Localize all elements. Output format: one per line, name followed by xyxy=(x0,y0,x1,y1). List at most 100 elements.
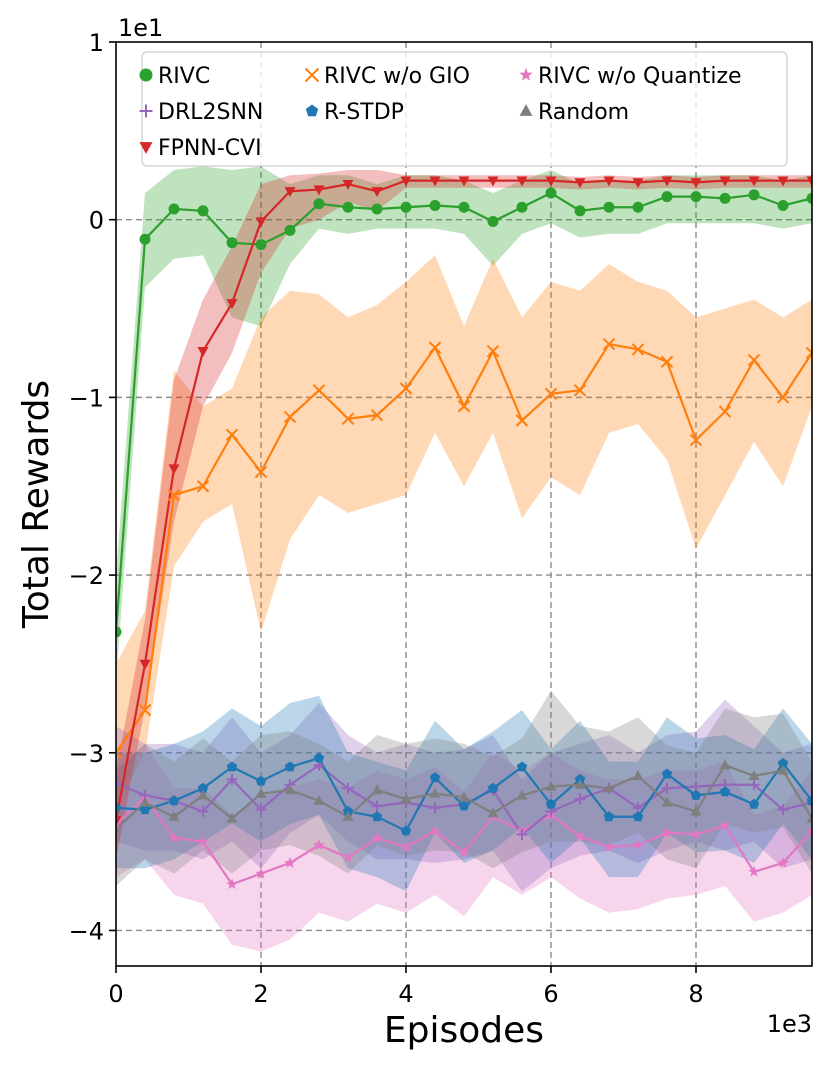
point-r-stdp xyxy=(284,761,296,772)
point-rivc-w-o-gio xyxy=(718,405,732,418)
point-rivc-w-o-gio xyxy=(225,428,239,441)
legend-box xyxy=(141,51,788,167)
point-fpnn-cvi xyxy=(603,176,615,187)
point-fpnn-cvi xyxy=(313,185,325,196)
point-random xyxy=(458,791,470,802)
point-rivc-w-o-quantize xyxy=(400,840,412,852)
point-r-stdp xyxy=(116,802,122,813)
point-rivc xyxy=(429,199,441,211)
point-random xyxy=(516,789,528,800)
legend-marker-random xyxy=(519,104,533,116)
point-random xyxy=(226,812,238,823)
point-rivc-w-o-gio xyxy=(747,353,761,367)
point-random xyxy=(284,784,296,795)
point-rivc xyxy=(116,626,122,638)
point-fpnn-cvi xyxy=(777,176,789,187)
point-rivc-w-o-quantize xyxy=(226,878,238,890)
point-rivc-w-o-gio xyxy=(283,410,297,424)
legend-entry-rivc: RIVC xyxy=(139,64,210,89)
point-rivc xyxy=(806,192,812,204)
point-rivc-w-o-quantize xyxy=(632,839,644,851)
point-r-stdp xyxy=(574,773,586,784)
legend-label-rivc: RIVC xyxy=(158,64,210,89)
point-rivc xyxy=(458,201,470,213)
point-r-stdp xyxy=(313,752,325,763)
point-rivc xyxy=(516,201,528,213)
point-rivc xyxy=(284,224,296,236)
point-rivc-w-o-gio xyxy=(138,703,152,717)
legend-label-drl2snn: DRL2SNN xyxy=(158,100,263,125)
point-fpnn-cvi xyxy=(458,176,470,187)
x-multiplier-label: 1e3 xyxy=(767,1010,812,1038)
point-random xyxy=(545,780,557,791)
point-fpnn-cvi xyxy=(226,299,238,309)
axis-ticks: 0 2 4 6 810−1−2−3−4 xyxy=(69,29,704,1008)
series-markers xyxy=(116,176,812,890)
point-r-stdp xyxy=(255,775,267,786)
legend-label-random: Random xyxy=(538,100,629,125)
point-random xyxy=(574,778,586,789)
point-r-stdp xyxy=(197,782,209,793)
point-r-stdp xyxy=(516,761,528,772)
point-rivc-w-o-quantize xyxy=(342,851,354,863)
point-rivc xyxy=(777,199,789,211)
point-rivc-w-o-gio xyxy=(399,382,413,395)
point-r-stdp xyxy=(226,761,238,772)
point-rivc-w-o-quantize xyxy=(197,835,209,847)
point-fpnn-cvi xyxy=(284,187,296,198)
plot-frame xyxy=(115,41,813,967)
point-fpnn-cvi xyxy=(516,176,528,187)
x-axis-label: Episodes xyxy=(384,1010,544,1051)
point-r-stdp xyxy=(806,795,812,806)
point-rivc-w-o-quantize xyxy=(429,824,441,836)
point-rivc xyxy=(400,201,412,213)
point-rivc xyxy=(632,201,644,213)
legend-marker-fpnn-cvi xyxy=(139,142,153,154)
point-fpnn-cvi xyxy=(545,176,557,187)
point-rivc-w-o-quantize xyxy=(748,865,760,877)
point-rivc-w-o-quantize xyxy=(661,826,673,838)
point-rivc-w-o-quantize xyxy=(313,839,325,851)
point-random xyxy=(197,789,209,800)
point-r-stdp xyxy=(632,811,644,822)
y-multiplier-label: 1e1 xyxy=(118,14,163,42)
point-rivc-w-o-quantize xyxy=(255,867,267,879)
point-rivc xyxy=(487,215,499,227)
x-tick-label: 6 xyxy=(543,980,558,1008)
point-fpnn-cvi xyxy=(487,176,499,187)
point-rivc-w-o-gio xyxy=(602,337,616,351)
point-drl2snn xyxy=(429,802,441,814)
x-tick-label: 0 xyxy=(108,980,123,1008)
point-fpnn-cvi xyxy=(400,176,412,187)
band-random xyxy=(116,690,812,887)
point-r-stdp xyxy=(719,786,731,797)
point-rivc-w-o-quantize xyxy=(806,824,812,836)
point-random xyxy=(777,764,789,775)
legend-label-r-stdp: R-STDP xyxy=(324,100,404,125)
point-rivc-w-o-quantize xyxy=(458,846,470,858)
point-fpnn-cvi xyxy=(371,187,383,198)
point-fpnn-cvi xyxy=(139,659,151,670)
point-rivc-w-o-gio xyxy=(776,391,790,404)
point-rivc-w-o-gio xyxy=(457,400,471,413)
point-fpnn-cvi xyxy=(748,176,760,187)
point-rivc xyxy=(748,189,760,201)
point-random xyxy=(139,796,151,807)
point-random xyxy=(690,805,702,816)
point-rivc-w-o-gio xyxy=(544,387,558,401)
point-random xyxy=(632,770,644,780)
point-fpnn-cvi xyxy=(168,464,180,475)
point-fpnn-cvi xyxy=(806,176,812,187)
x-tick-label: 4 xyxy=(398,980,413,1008)
point-rivc xyxy=(661,191,673,203)
point-rivc-w-o-quantize xyxy=(719,819,731,831)
point-rivc-w-o-gio xyxy=(631,343,645,356)
point-drl2snn xyxy=(342,782,354,794)
point-r-stdp xyxy=(661,768,673,779)
point-fpnn-cvi xyxy=(719,176,731,187)
point-rivc xyxy=(545,187,557,199)
point-rivc-w-o-gio xyxy=(660,355,674,369)
point-random xyxy=(806,812,812,823)
